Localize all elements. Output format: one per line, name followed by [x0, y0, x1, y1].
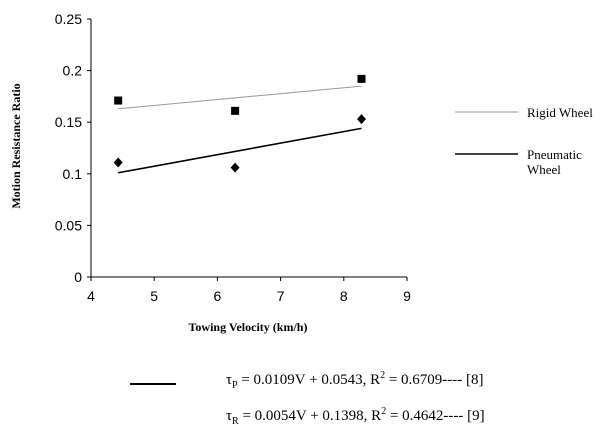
- tau-symbol: τ: [226, 372, 233, 388]
- data-point-diamond: [230, 162, 240, 173]
- equation-tail: = 0.6709---- [8]: [385, 372, 484, 388]
- equation-legend-line: [130, 383, 176, 385]
- trend-line-rigid: [118, 85, 362, 110]
- y-tick-label: 0: [74, 269, 82, 285]
- equation-tail: = 0.4642---- [9]: [386, 408, 485, 424]
- tau-symbol: τ: [226, 408, 233, 424]
- x-tick-label: 7: [277, 288, 285, 304]
- equation-rigid: τR = 0.0054V + 0.1398, R2 = 0.4642---- […: [226, 406, 485, 427]
- data-point-diamond: [356, 114, 366, 125]
- y-tick-label: 0.2: [63, 63, 83, 79]
- y-axis-title: Motion Resistance Ratio: [9, 83, 23, 208]
- x-tick-label: 6: [214, 288, 222, 304]
- y-tick-label: 0.05: [55, 217, 82, 233]
- data-point-square: [114, 96, 123, 105]
- tau-subscript: R: [232, 416, 239, 427]
- data-point-square: [231, 106, 240, 115]
- data-point-diamond: [113, 157, 123, 168]
- y-tick-label: 0.1: [63, 166, 83, 182]
- x-tick-label: 5: [150, 288, 158, 304]
- y-tick-label: 0.25: [55, 11, 82, 27]
- equation-body: = 0.0054V + 0.1398, R: [238, 408, 382, 424]
- tau-subscript: P: [232, 380, 238, 391]
- plot-area: 0 0.05 0.1 0.15 0.2 0.25 4 5 6 7 8 9 Rigid Wheel Pneu…: [55, 11, 593, 304]
- equation-body: = 0.0109V + 0.0543, R: [237, 372, 381, 388]
- r-squared-superscript: 2: [381, 406, 387, 417]
- y-tick-label: 0.15: [55, 114, 82, 130]
- data-point-square: [357, 74, 366, 83]
- x-tick-label: 9: [403, 288, 411, 304]
- legend-label: Rigid Wheel: [527, 105, 593, 120]
- legend-label: Pneumatic Wheel: [527, 147, 582, 177]
- x-axis-title: Towing Velocity (km/h): [189, 320, 308, 334]
- trend-line-pneumatic: [118, 127, 362, 174]
- r-squared-superscript: 2: [380, 370, 386, 381]
- x-tick-label: 4: [87, 288, 95, 304]
- x-tick-label: 8: [340, 288, 348, 304]
- equation-pneumatic: τP = 0.0109V + 0.0543, R2 = 0.6709---- […: [226, 370, 484, 391]
